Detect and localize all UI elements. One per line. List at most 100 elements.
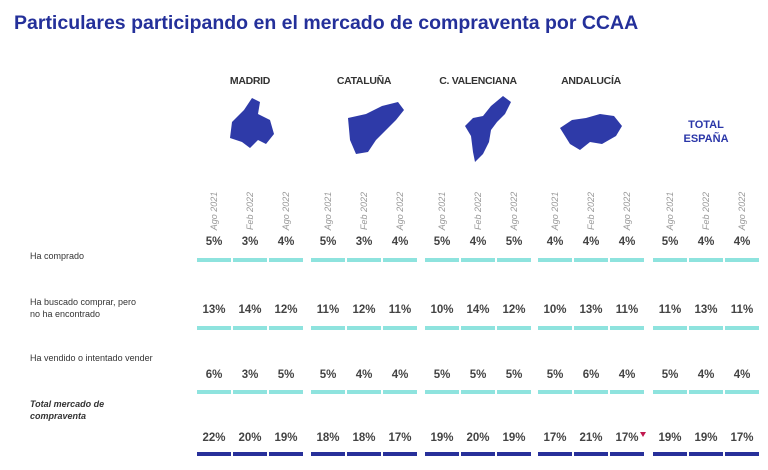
value-bar — [269, 258, 303, 262]
value-bar — [574, 390, 608, 394]
value-label: 11% — [615, 304, 639, 316]
value-bar — [425, 452, 459, 456]
value-label: 4% — [733, 369, 751, 381]
value-label: 5% — [661, 236, 679, 248]
value-bar — [233, 452, 267, 456]
period-text: Ago 2022 — [395, 191, 405, 231]
period-label: Ago 2022 — [494, 186, 534, 236]
period-text: Feb 2022 — [586, 191, 596, 231]
period-label: Feb 2022 — [344, 186, 384, 236]
value-bar — [461, 326, 495, 330]
value-bar — [383, 326, 417, 330]
value-label: 11% — [658, 304, 682, 316]
value-label: 5% — [433, 236, 451, 248]
row-label: Ha comprado — [30, 251, 85, 261]
value-label: 11% — [388, 304, 412, 316]
period-text: Feb 2022 — [473, 191, 483, 231]
value-bar — [689, 452, 723, 456]
value-bar — [197, 326, 231, 330]
value-bar — [233, 258, 267, 262]
region-label-3: ANDALUCÍA — [561, 75, 621, 87]
value-label: 13% — [202, 304, 226, 316]
value-label: 5% — [319, 236, 337, 248]
value-bar — [725, 452, 759, 456]
value-label: 4% — [469, 236, 487, 248]
value-bar — [383, 390, 417, 394]
value-label: 4% — [582, 236, 600, 248]
period-text: Ago 2022 — [509, 191, 519, 231]
value-label: 6% — [205, 369, 223, 381]
period-text: Feb 2022 — [701, 191, 711, 231]
value-label: 4% — [733, 236, 751, 248]
period-text: Ago 2021 — [665, 191, 675, 231]
region-label-0: MADRID — [229, 75, 271, 87]
value-bar — [725, 326, 759, 330]
value-label: 4% — [546, 236, 564, 248]
value-bar — [311, 258, 345, 262]
value-label: 13% — [579, 304, 603, 316]
value-label: 11% — [316, 304, 340, 316]
value-bar — [689, 258, 723, 262]
period-text: Feb 2022 — [359, 191, 369, 231]
value-bar — [233, 326, 267, 330]
value-label: 6% — [582, 369, 600, 381]
period-label: Ago 2021 — [650, 186, 690, 236]
period-text: Ago 2021 — [323, 191, 333, 231]
value-label: 19% — [274, 432, 298, 444]
value-bar — [197, 452, 231, 456]
value-label: 3% — [241, 369, 259, 381]
value-label: 19% — [658, 432, 682, 444]
value-label: 4% — [618, 369, 636, 381]
row-label: Ha vendido o intentado vender — [30, 353, 153, 363]
value-label: 18% — [316, 432, 340, 444]
value-bar — [347, 390, 381, 394]
value-bar — [311, 326, 345, 330]
value-label: 5% — [277, 369, 295, 381]
region-map-icon — [348, 102, 404, 154]
page-title: Particulares participando en el mercado … — [14, 12, 639, 34]
period-text: Ago 2022 — [737, 191, 747, 231]
value-bar — [497, 390, 531, 394]
value-bar — [347, 258, 381, 262]
value-label: 17% — [388, 432, 412, 444]
region-map-icon — [560, 114, 622, 150]
value-bar — [538, 452, 572, 456]
period-label: Ago 2021 — [535, 186, 575, 236]
value-label: 5% — [505, 369, 523, 381]
period-label: Feb 2022 — [230, 186, 270, 236]
value-label: 22% — [202, 432, 226, 444]
value-label: 17% — [543, 432, 567, 444]
period-text: Feb 2022 — [245, 191, 255, 231]
value-bar — [538, 326, 572, 330]
value-label: 4% — [391, 236, 409, 248]
value-bar — [461, 258, 495, 262]
value-bar — [725, 390, 759, 394]
region-label-2: C. VALENCIANA — [439, 75, 517, 87]
value-label: 4% — [277, 236, 295, 248]
period-label: Ago 2021 — [194, 186, 234, 236]
period-label: Ago 2021 — [422, 186, 462, 236]
value-bar — [425, 390, 459, 394]
value-bar — [347, 326, 381, 330]
value-bar — [538, 258, 572, 262]
value-bar — [311, 390, 345, 394]
value-label: 21% — [579, 432, 603, 444]
value-label: 10% — [430, 304, 454, 316]
period-text: Ago 2022 — [622, 191, 632, 231]
period-label: Feb 2022 — [571, 186, 611, 236]
period-text: Ago 2022 — [281, 191, 291, 231]
period-label: Feb 2022 — [458, 186, 498, 236]
value-label: 13% — [694, 304, 718, 316]
value-bar — [610, 326, 644, 330]
period-text: Ago 2021 — [209, 191, 219, 231]
value-bar — [311, 452, 345, 456]
region-map-icon — [465, 96, 511, 162]
value-label: 3% — [241, 236, 259, 248]
value-bar — [653, 326, 687, 330]
value-label: 5% — [505, 236, 523, 248]
value-bar — [425, 258, 459, 262]
row-label: Total mercado de compraventa — [30, 399, 105, 421]
period-label: Ago 2022 — [380, 186, 420, 236]
region-map-icon — [230, 98, 274, 148]
value-label: 4% — [697, 236, 715, 248]
